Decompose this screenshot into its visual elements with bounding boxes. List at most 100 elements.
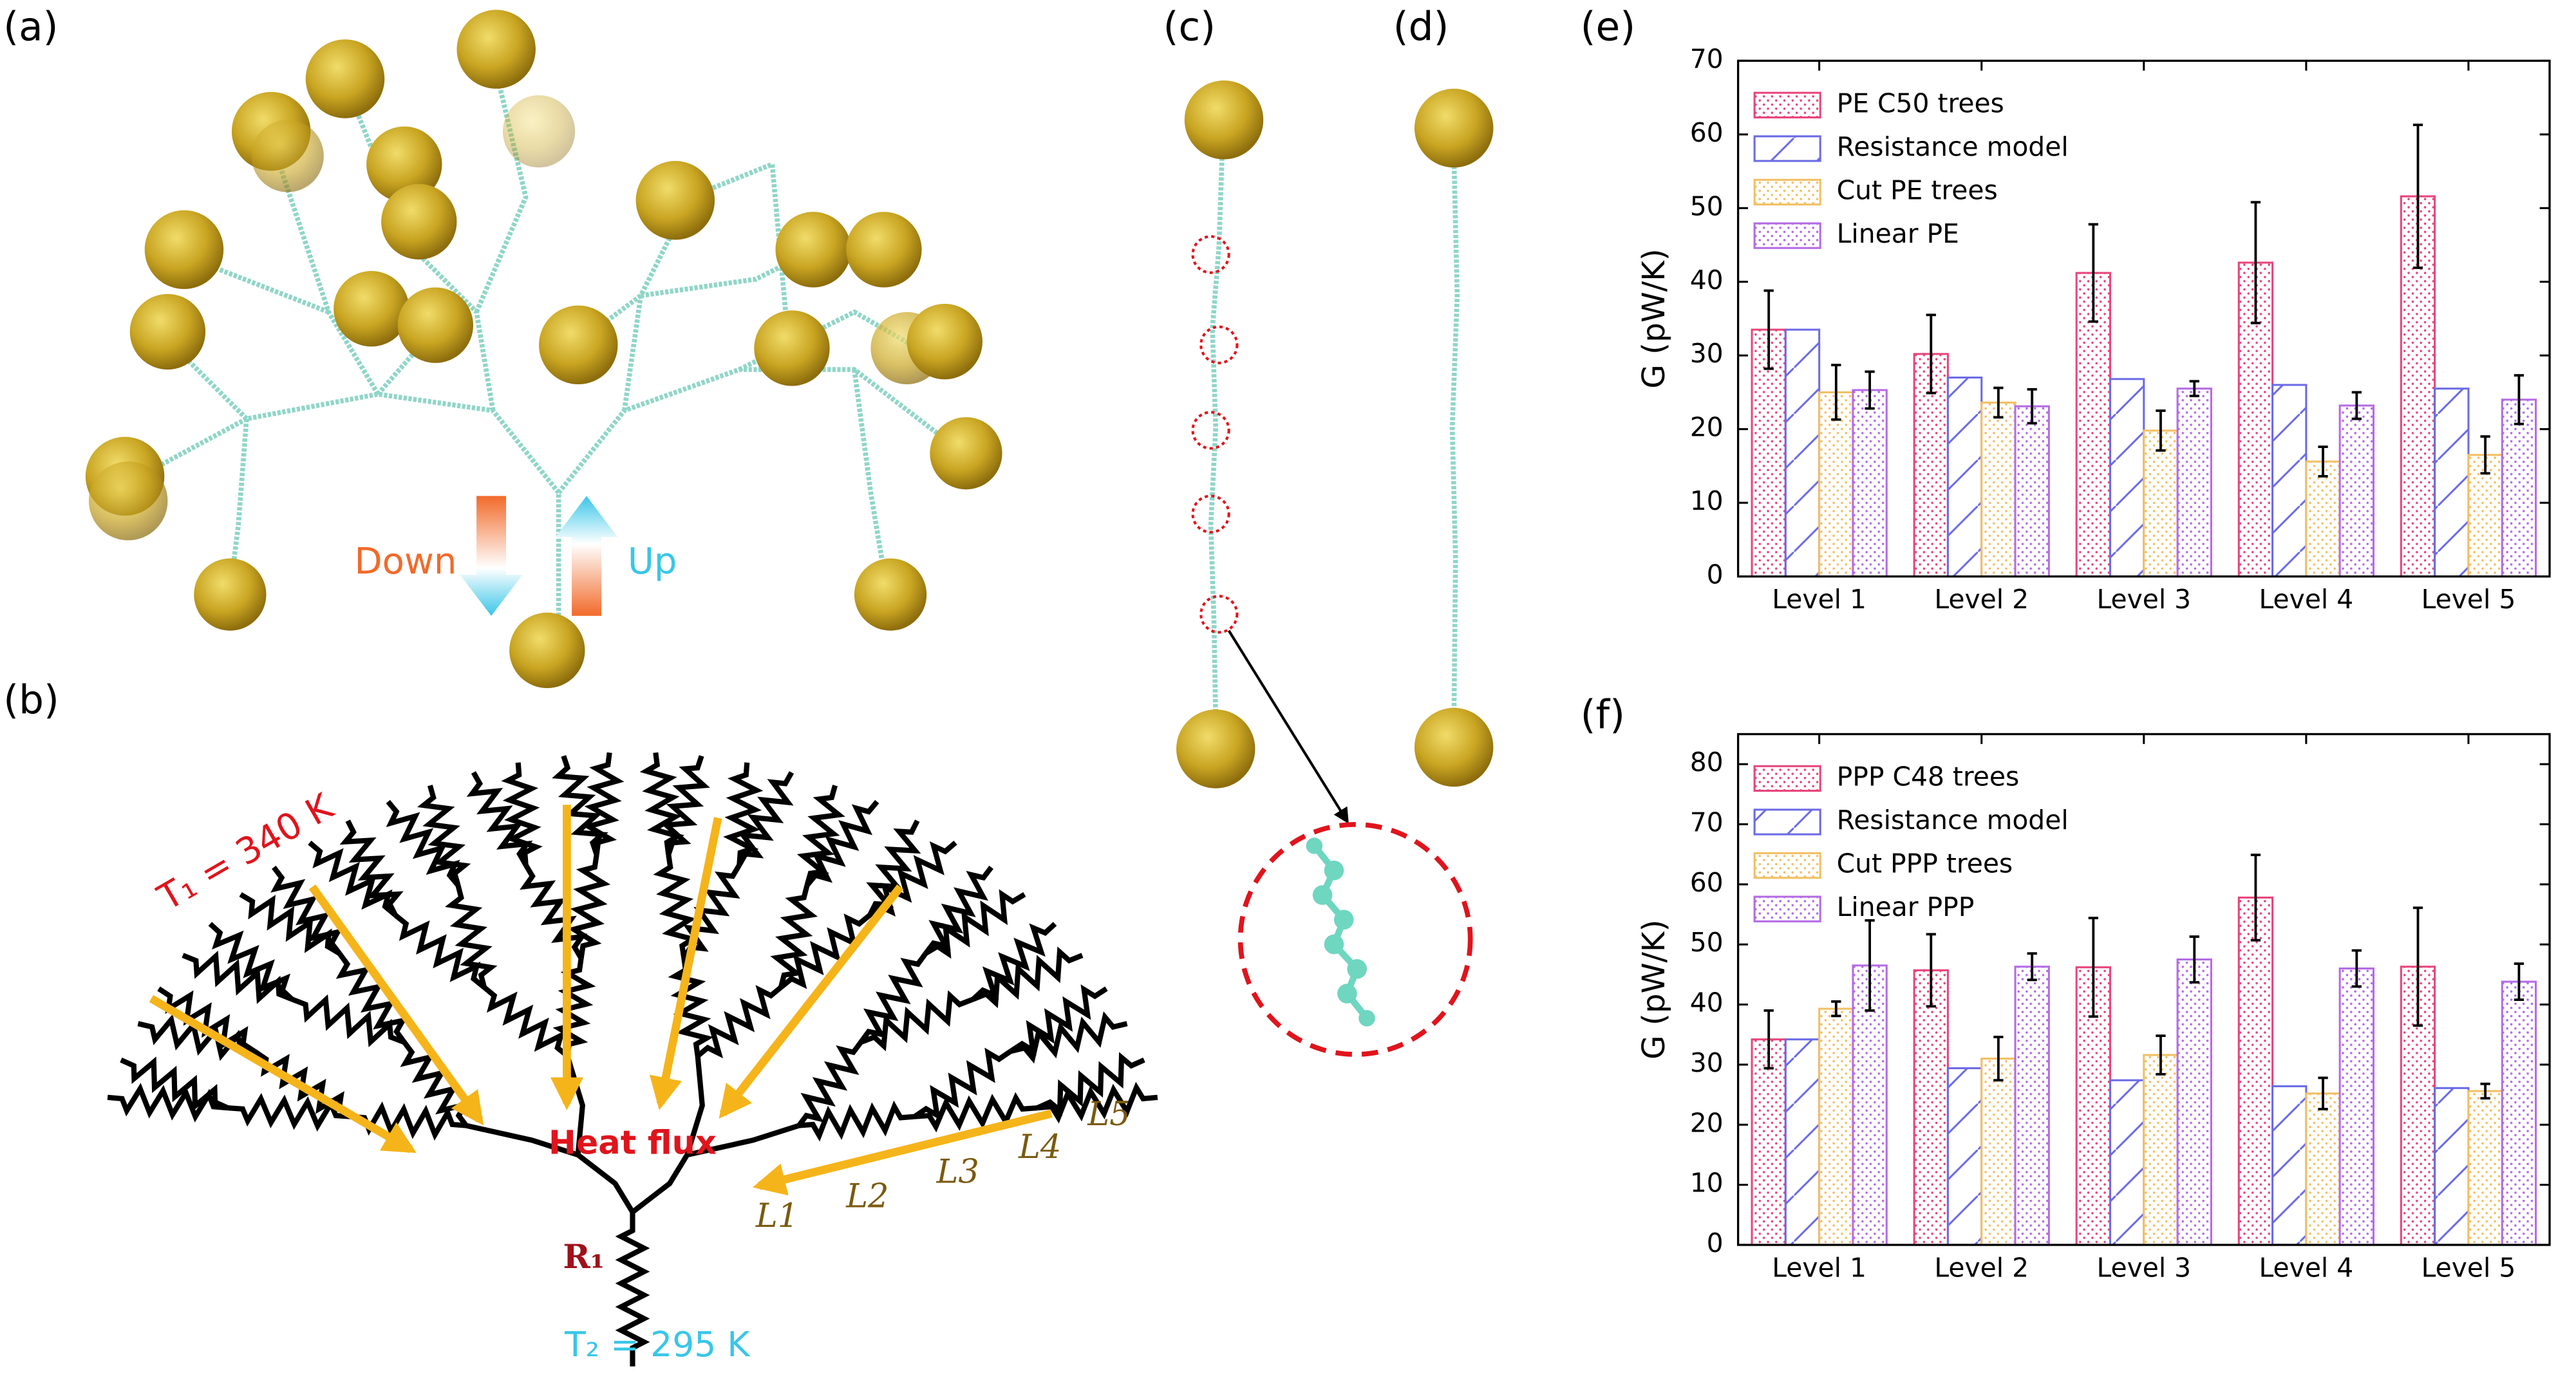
spring — [796, 785, 845, 886]
error-bar — [2318, 445, 2328, 478]
bar — [1946, 1067, 1983, 1246]
spring — [868, 841, 957, 917]
x-tick-label: Level 2 — [1934, 1252, 2029, 1283]
error-bar — [1926, 313, 1936, 395]
x-tick-label: Level 1 — [1772, 1252, 1866, 1283]
nanoparticles — [85, 10, 1002, 689]
annotation: T₂ = 295 K — [564, 1324, 751, 1365]
y-tick-label: 10 — [1690, 485, 1724, 516]
error-bar — [2480, 1082, 2490, 1100]
error-bar — [2250, 201, 2261, 324]
legend-label: Resistance model — [1837, 805, 2069, 836]
legend-label: Cut PE trees — [1837, 175, 1998, 206]
bar — [2338, 967, 2375, 1246]
error-bar — [1865, 370, 1875, 410]
bar — [1946, 377, 1983, 578]
spring — [660, 755, 710, 856]
bar — [2434, 1087, 2470, 1246]
error-bar — [1865, 919, 1875, 1012]
spring — [339, 819, 404, 917]
y-tick-label: 70 — [1690, 43, 1724, 74]
legend-swatch — [1753, 178, 1821, 206]
bar — [2176, 388, 2212, 578]
x-tick-label: Level 1 — [1772, 584, 1866, 615]
x-tick-label: Level 4 — [2259, 1252, 2354, 1283]
bar — [2434, 388, 2470, 578]
spring — [860, 990, 974, 1052]
error-bar — [1831, 1000, 1841, 1018]
y-tick-label: 80 — [1690, 747, 1724, 778]
error-bar — [1763, 289, 1774, 370]
spring — [972, 946, 1084, 1009]
error-bar — [2250, 854, 2261, 942]
bar — [2501, 980, 2537, 1246]
spring — [615, 1211, 650, 1367]
y-tick-label: 60 — [1690, 867, 1724, 898]
error-bar — [2412, 124, 2423, 269]
x-tick-label: Level 3 — [2096, 584, 2191, 615]
legend-label: Linear PE — [1837, 218, 1959, 249]
spring — [445, 884, 498, 988]
error-bar — [2088, 917, 2098, 1018]
axes-frame — [1736, 59, 2551, 578]
spring — [858, 951, 928, 1044]
spring — [924, 889, 1026, 959]
y-axis-label: G (pW/K) — [1636, 248, 1672, 389]
spring — [798, 1100, 915, 1142]
spring — [393, 913, 486, 990]
error-bar — [2318, 1076, 2328, 1110]
bar — [1980, 1058, 2017, 1246]
axes-frame — [1736, 733, 2551, 1246]
panel-label: (c) — [1163, 5, 1216, 50]
legend-swatch — [1753, 808, 1821, 836]
bar — [1784, 1038, 1821, 1246]
spring — [723, 762, 764, 866]
spring — [639, 752, 685, 855]
error-bar — [2514, 374, 2524, 425]
bar — [2109, 378, 2145, 578]
y-tick-label: 40 — [1690, 987, 1724, 1018]
y-tick-label: 20 — [1690, 412, 1724, 443]
y-tick-label: 40 — [1690, 265, 1724, 295]
x-tick-label: Level 5 — [2421, 1252, 2516, 1283]
legend-swatch — [1753, 895, 1821, 922]
bar — [2501, 398, 2537, 578]
y-tick-label: 30 — [1690, 1047, 1724, 1078]
spring — [971, 922, 1057, 1002]
spring — [1009, 984, 1108, 1056]
bar — [2014, 405, 2050, 578]
panel-label: (a) — [3, 5, 58, 50]
error-bar — [1993, 1036, 2004, 1082]
chains — [1208, 147, 1460, 723]
spring — [696, 985, 783, 1059]
spring — [208, 922, 294, 1002]
y-tick-label: 50 — [1690, 927, 1724, 958]
y-tick-label: 0 — [1707, 559, 1724, 590]
annotation: Heat flux — [549, 1124, 717, 1162]
spring — [520, 863, 588, 960]
x-tick-label: Level 4 — [2259, 584, 2354, 615]
branch — [465, 1123, 579, 1158]
error-bar — [1926, 933, 1936, 1008]
legend-swatch — [1753, 222, 1821, 249]
error-bar — [2189, 935, 2199, 984]
spring — [567, 854, 611, 959]
bar — [1818, 391, 1854, 578]
error-bar — [2412, 906, 2423, 1027]
panel-label: (f) — [1581, 693, 1625, 738]
bar — [1784, 328, 1821, 578]
y-tick-label: 20 — [1690, 1107, 1724, 1138]
bar — [1913, 969, 1949, 1246]
branch — [576, 1152, 635, 1214]
panel-label: (e) — [1581, 5, 1635, 50]
spring — [923, 865, 993, 955]
zoom-arrow — [1227, 630, 1349, 824]
spring — [1010, 1011, 1128, 1064]
level-label: L1 — [755, 1197, 798, 1235]
legend-swatch — [1753, 135, 1821, 162]
y-tick-label: 10 — [1690, 1168, 1724, 1199]
bar — [2143, 429, 2179, 578]
bar — [2305, 1092, 2341, 1246]
bar — [1751, 1038, 1787, 1246]
spring — [914, 1092, 1038, 1133]
